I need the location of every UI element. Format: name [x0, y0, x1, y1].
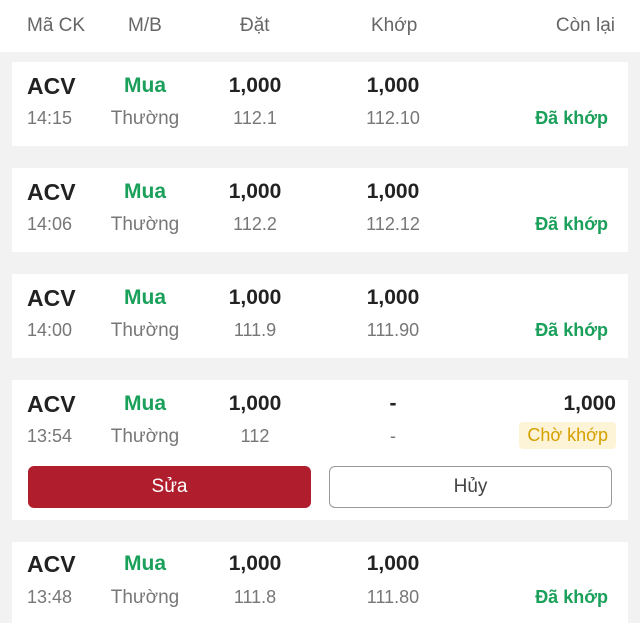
matched-price: - — [390, 426, 396, 446]
order-time: 13:48 — [27, 587, 73, 607]
order-side: Mua — [124, 180, 166, 203]
matched-quantity: 1,000 — [366, 180, 420, 203]
order-quantity: 1,000 — [228, 552, 282, 575]
matched-price: 111.80 — [366, 587, 420, 607]
header-remaining: Còn lại — [555, 15, 615, 36]
order-price: 111.9 — [233, 320, 277, 340]
order-type: Thường — [110, 426, 180, 447]
header-side: M/B — [128, 15, 162, 36]
matched-price: 111.90 — [366, 320, 420, 340]
status-badge: Đã khớp — [535, 214, 608, 234]
order-symbol: ACV — [27, 179, 76, 205]
status-badge-pending: Chờ khớp — [519, 422, 616, 449]
order-price: 112 — [240, 426, 270, 446]
order-type: Thường — [110, 587, 180, 608]
order-time: 14:06 — [27, 214, 73, 234]
order-time: 14:15 — [27, 108, 73, 128]
order-symbol: ACV — [27, 73, 76, 99]
order-price: 112.2 — [233, 214, 277, 234]
order-time: 14:00 — [27, 320, 73, 340]
order-symbol: ACV — [27, 551, 76, 577]
order-side: Mua — [124, 552, 166, 575]
status-badge: Đã khớp — [535, 587, 608, 607]
order-type: Thường — [110, 320, 180, 341]
order-row[interactable]: ACV 14:06 Mua Thường 1,000 112.2 1,000 1… — [12, 168, 628, 252]
order-side: Mua — [124, 392, 166, 415]
order-quantity: 1,000 — [228, 392, 282, 415]
order-price: 112.1 — [233, 108, 277, 128]
order-row[interactable]: ACV 14:15 Mua Thường 1,000 112.1 1,000 1… — [12, 62, 628, 146]
header-symbol: Mã CK — [27, 15, 86, 36]
matched-quantity: 1,000 — [366, 552, 420, 575]
edit-order-button[interactable]: Sửa — [28, 466, 311, 508]
order-type: Thường — [110, 214, 180, 235]
order-quantity: 1,000 — [228, 74, 282, 97]
matched-price: 112.10 — [366, 108, 420, 128]
order-quantity: 1,000 — [228, 286, 282, 309]
order-row[interactable]: ACV 14:00 Mua Thường 1,000 111.9 1,000 1… — [12, 274, 628, 358]
cancel-order-button[interactable]: Hủy — [329, 466, 612, 508]
status-badge: Đã khớp — [535, 320, 608, 340]
order-type: Thường — [110, 108, 180, 129]
matched-price: 112.12 — [366, 214, 420, 234]
matched-quantity: - — [389, 392, 397, 415]
order-symbol: ACV — [27, 285, 76, 311]
header-order: Đặt — [240, 15, 270, 36]
order-price: 111.8 — [233, 587, 277, 607]
remaining-quantity: 1,000 — [563, 392, 616, 415]
order-symbol: ACV — [27, 391, 76, 417]
status-badge: Đã khớp — [535, 108, 608, 128]
matched-quantity: 1,000 — [366, 74, 420, 97]
order-side: Mua — [124, 74, 166, 97]
order-side: Mua — [124, 286, 166, 309]
order-quantity: 1,000 — [228, 180, 282, 203]
order-row[interactable]: ACV 13:48 Mua Thường 1,000 111.8 1,000 1… — [12, 542, 628, 623]
matched-quantity: 1,000 — [366, 286, 420, 309]
table-header: Mã CK M/B Đặt Khớp Còn lại — [0, 0, 640, 52]
order-row-expanded[interactable]: ACV 13:54 Mua Thường 1,000 112 - - 1,000… — [12, 380, 628, 520]
header-matched: Khớp — [371, 15, 418, 36]
order-time: 13:54 — [27, 426, 73, 446]
